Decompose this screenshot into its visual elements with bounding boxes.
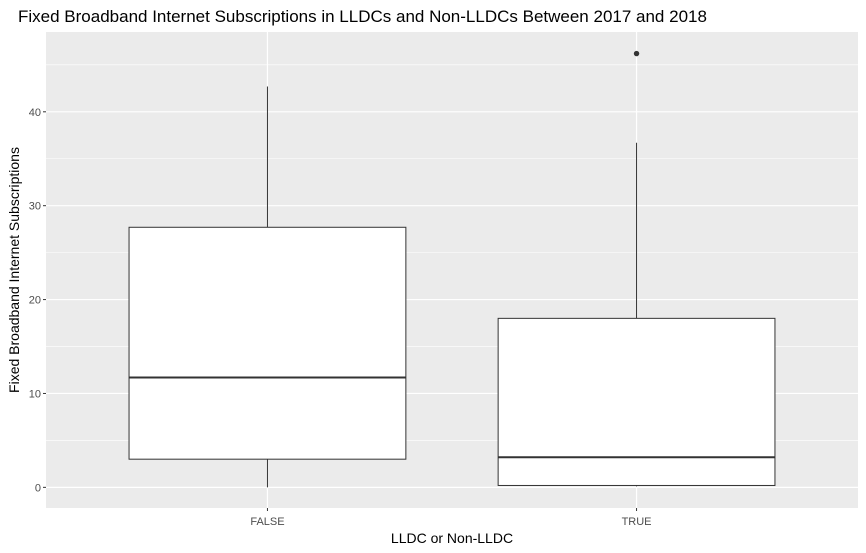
y-tick-label: 10: [29, 388, 41, 400]
boxes: [128, 50, 776, 488]
x-tick-label: FALSE: [250, 516, 284, 528]
y-tick-label: 30: [29, 201, 41, 213]
y-tick-label: 0: [35, 482, 41, 494]
box-true: [497, 50, 776, 487]
y-axis-ticks: 0 10 20 30 40: [29, 107, 46, 494]
box-iqr: [128, 226, 407, 460]
y-tick-label: 20: [29, 295, 41, 307]
x-axis-ticks: FALSE TRUE: [250, 508, 652, 528]
y-tick-label: 40: [29, 107, 41, 119]
chart-title: Fixed Broadband Internet Subscriptions i…: [18, 7, 707, 26]
y-axis-title: Fixed Broadband Internet Subscriptions: [6, 147, 22, 393]
x-tick-label: TRUE: [622, 516, 652, 528]
box-false: [128, 86, 407, 488]
box-iqr: [497, 317, 776, 486]
outlier-point: [633, 50, 640, 57]
x-axis-title: LLDC or Non-LLDC: [391, 530, 513, 546]
